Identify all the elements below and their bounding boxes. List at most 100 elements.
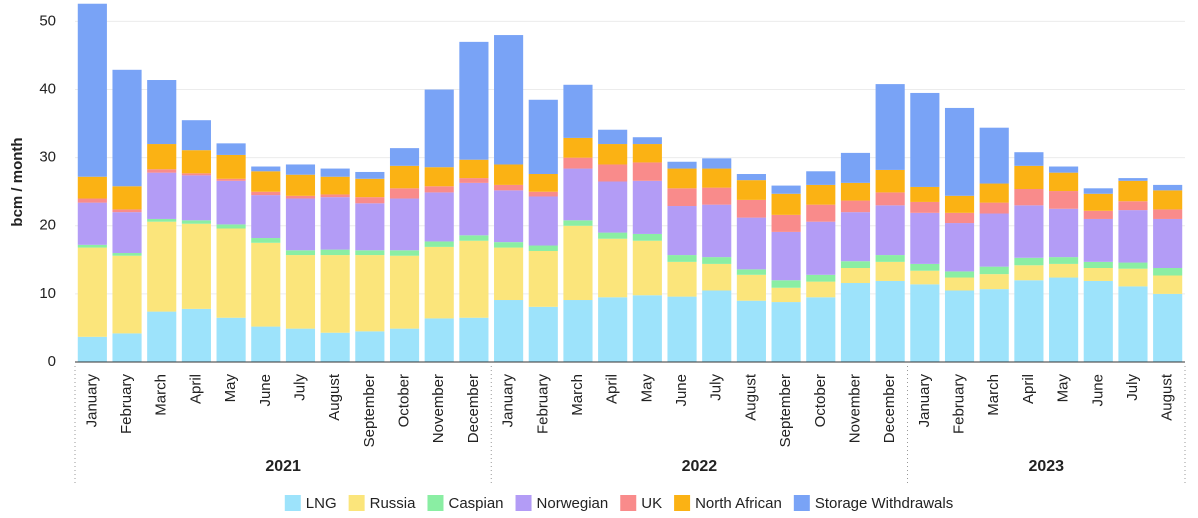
bar-segment xyxy=(1118,201,1148,211)
bar-segment xyxy=(736,300,766,362)
x-tick-label: December xyxy=(465,374,482,443)
bar-segment xyxy=(667,206,697,256)
bar-segment xyxy=(702,168,732,188)
bar-segment xyxy=(840,282,871,362)
bar-segment xyxy=(147,172,177,219)
bar-segment xyxy=(875,205,905,256)
bar-segment xyxy=(77,198,107,203)
bar-segment xyxy=(1153,190,1183,210)
bar-segment xyxy=(1083,261,1113,269)
bar-segment xyxy=(702,204,732,258)
x-tick-label: August xyxy=(326,373,343,421)
x-tick-label: October xyxy=(396,374,413,427)
x-tick-label: February xyxy=(534,374,551,435)
bar-segment xyxy=(1014,152,1044,166)
x-tick-label: February xyxy=(118,374,135,435)
legend-label: Russia xyxy=(370,495,417,512)
bar-segment xyxy=(494,242,524,248)
bar-segment xyxy=(355,250,385,256)
x-tick-label: March xyxy=(153,374,170,416)
bar-segment xyxy=(424,186,454,193)
x-tick-label: August xyxy=(1159,373,1176,421)
bar-segment xyxy=(1014,265,1044,281)
bar-segment xyxy=(563,157,593,169)
bar-segment xyxy=(355,178,385,198)
legend-swatch xyxy=(427,495,444,511)
bar-segment xyxy=(875,280,905,362)
bar-segment xyxy=(979,213,1009,267)
bar-segment xyxy=(389,165,420,189)
bar-segment xyxy=(1153,275,1183,294)
bar-segment xyxy=(389,148,420,166)
bar-segment xyxy=(771,280,801,288)
bar-segment xyxy=(771,214,801,232)
bar-segment xyxy=(494,300,524,362)
bar-segment xyxy=(598,129,628,145)
bar-segment xyxy=(1049,263,1079,278)
bar-segment xyxy=(702,290,732,362)
bar-segment xyxy=(147,144,177,170)
bar-segment xyxy=(598,164,628,182)
bar-segment xyxy=(563,220,593,226)
bar-segment xyxy=(840,212,871,262)
bar-segment xyxy=(944,223,975,272)
x-tick-label: January xyxy=(500,374,517,428)
bar-segment xyxy=(251,238,281,243)
bar-segment xyxy=(598,297,628,362)
bar-segment xyxy=(251,191,281,196)
bar-segment xyxy=(389,188,420,199)
bar-segment xyxy=(667,255,697,262)
x-tick-label: June xyxy=(673,374,690,407)
bar-segment xyxy=(424,318,454,362)
legend-swatch xyxy=(793,495,810,511)
bar-segment xyxy=(979,274,1009,290)
bar-segment xyxy=(112,212,142,254)
bar-segment xyxy=(910,212,940,264)
bar-segment xyxy=(702,158,732,169)
bar-segment xyxy=(1049,191,1079,209)
bar-segment xyxy=(840,152,871,183)
bar-segment xyxy=(285,328,316,362)
bar-segment xyxy=(771,231,801,281)
bar-segment xyxy=(632,295,662,362)
bar-segment xyxy=(840,268,871,283)
legend-swatch xyxy=(348,495,365,511)
x-tick-label: March xyxy=(985,374,1002,416)
bar-segment xyxy=(181,173,211,176)
bar-segment xyxy=(181,175,211,221)
bar-segment xyxy=(875,84,905,170)
bar-segment xyxy=(320,255,350,333)
x-tick-label: May xyxy=(222,374,239,403)
bar-segment xyxy=(632,180,662,234)
bar-segment xyxy=(979,289,1009,362)
bar-segment xyxy=(320,176,350,195)
bar-segment xyxy=(979,183,1009,203)
bar-segment xyxy=(1014,205,1044,258)
bar-segment xyxy=(944,277,975,291)
x-tick-label: January xyxy=(83,374,100,428)
x-tick-label: July xyxy=(1124,374,1141,401)
bar-segment xyxy=(1083,280,1113,362)
bar-segment xyxy=(147,311,177,362)
bar-segment xyxy=(389,198,420,251)
bar-segment xyxy=(285,198,316,251)
bar-segment xyxy=(424,246,454,319)
bar-segment xyxy=(1153,184,1183,191)
bar-segment xyxy=(285,164,316,175)
bar-segment xyxy=(702,257,732,264)
legend-swatch xyxy=(515,495,532,511)
bar-segment xyxy=(1153,268,1183,276)
bar-segment xyxy=(181,120,211,151)
y-tick-label: 0 xyxy=(48,353,56,370)
bar-segment xyxy=(632,233,662,241)
bar-segment xyxy=(459,240,489,318)
bar-segment xyxy=(1118,286,1148,362)
bar-segment xyxy=(910,284,940,362)
legend-label: LNG xyxy=(306,495,337,512)
x-tick-label: October xyxy=(812,374,829,427)
bar-segment xyxy=(494,184,524,191)
bar-segment xyxy=(459,159,489,179)
bar-segment xyxy=(355,197,385,204)
bar-segment xyxy=(424,89,454,168)
bar-segment xyxy=(355,255,385,332)
